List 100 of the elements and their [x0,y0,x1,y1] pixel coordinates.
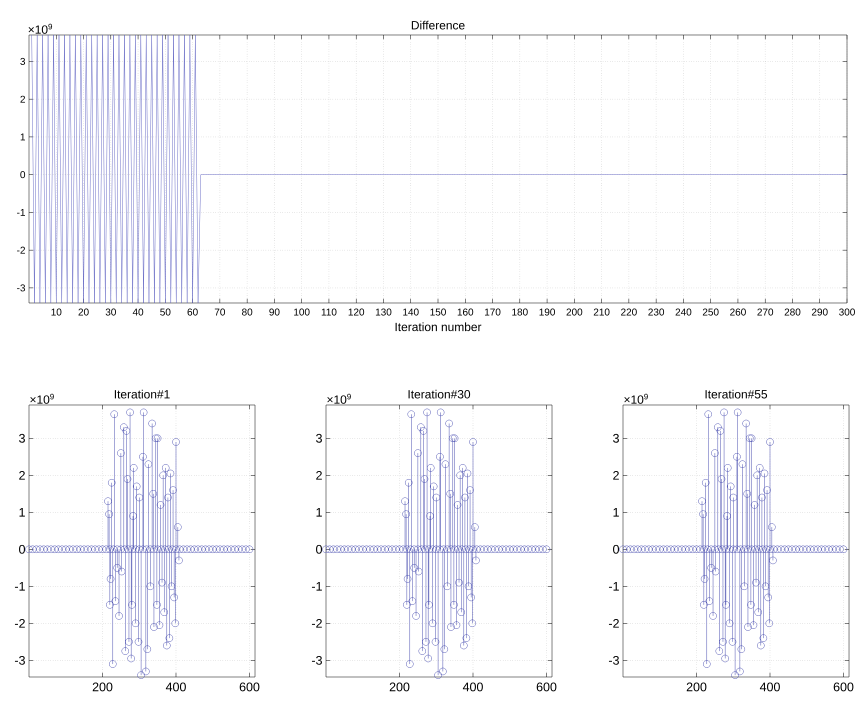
y-tick-label: -1 [608,582,619,591]
x-tick-label: 600 [240,682,260,692]
point [716,427,724,435]
point [466,486,474,494]
point [712,568,720,576]
chart-title: Iteration#1 [114,390,170,398]
text: ×10$^{9}$ [327,394,351,404]
point [703,660,711,668]
point [707,564,715,572]
x-tick-label: 70 [214,308,226,316]
chart-title: Iteration#30 [408,390,470,398]
y-tick-label: -3 [17,284,26,292]
point [752,578,760,586]
point [744,623,752,631]
point [716,647,724,655]
x-tick-label: 190 [540,308,555,316]
point [420,475,428,483]
point [750,621,758,629]
point [163,642,171,650]
point [720,408,728,416]
point [168,582,176,590]
x-tick-label: 600 [834,682,854,692]
point [401,497,409,505]
point [175,556,183,564]
y-tick-label: 3 [316,434,322,443]
point [112,597,120,605]
point [174,523,182,531]
point [457,608,465,616]
x-tick-label: 250 [702,308,719,316]
point [738,460,746,468]
point [728,638,736,646]
point [412,612,420,620]
point [738,645,746,653]
x-tick-label: 100 [294,308,310,316]
point [124,475,132,483]
x-tick-label: 210 [594,308,610,316]
point [758,494,766,502]
y-tick-label: 1 [20,508,25,517]
point [472,556,480,564]
point [404,575,412,583]
x-tick-label: 200 [566,308,582,316]
y-tick-label: -2 [312,619,322,628]
x-tick-label: 130 [376,308,392,316]
point [467,594,475,602]
point [430,482,438,490]
y-tick-label: -1 [312,582,322,591]
y-tick-label: -3 [608,656,619,665]
x-tick-label: 400 [760,682,780,692]
y-tick-label: 1 [614,508,619,517]
point [160,608,168,616]
point [756,464,764,472]
point [106,601,114,609]
point [140,408,148,416]
point [132,620,140,628]
point [150,623,158,631]
x-tick-label: 200 [390,682,410,692]
point [122,647,130,655]
point [742,420,750,428]
x-tick-label: 260 [730,308,746,316]
point [156,501,164,509]
point [714,423,722,431]
point [700,575,708,583]
x-tick-label: 170 [484,308,500,316]
y-tick-label: 0 [613,544,619,554]
point [106,575,114,583]
point [455,578,463,586]
y-tick-label: -2 [17,246,25,254]
x-tick-label: 270 [757,308,774,316]
point [122,427,130,435]
x-tick-label: 180 [512,308,528,316]
point [766,620,774,628]
point [471,523,479,531]
y-tick-label: 1 [20,133,25,140]
point [469,438,477,446]
x-tick-label: 300 [839,308,855,316]
point [408,410,416,418]
point [125,638,133,646]
point [460,642,468,650]
point [750,501,758,509]
y-tick-label: 3 [613,434,619,443]
point [702,478,710,486]
point [108,478,116,486]
point [442,460,450,468]
point [126,408,134,416]
x-tick-label: 400 [462,682,483,692]
point [699,510,707,518]
point [158,578,166,586]
point [698,497,706,505]
y-tick-label: 3 [20,58,26,65]
point [144,645,152,653]
point [117,449,125,457]
point [148,420,156,428]
point [420,427,428,435]
point [428,620,436,628]
point [766,438,774,446]
point [142,668,150,676]
point [719,638,727,646]
point [105,510,113,518]
point [423,408,431,416]
point [172,620,180,628]
